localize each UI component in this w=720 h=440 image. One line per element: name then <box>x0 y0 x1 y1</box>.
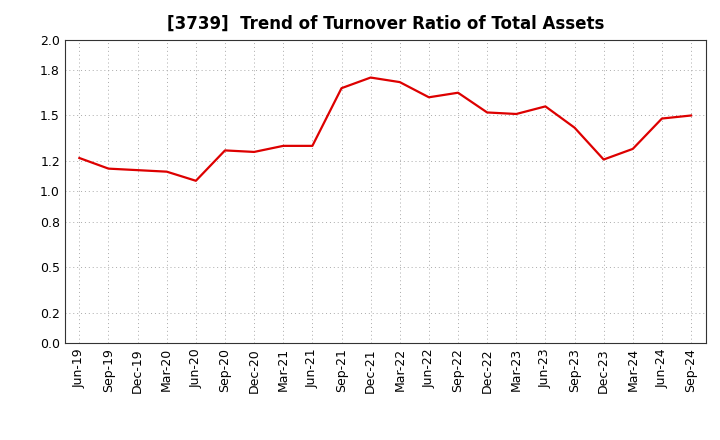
Title: [3739]  Trend of Turnover Ratio of Total Assets: [3739] Trend of Turnover Ratio of Total … <box>166 15 604 33</box>
